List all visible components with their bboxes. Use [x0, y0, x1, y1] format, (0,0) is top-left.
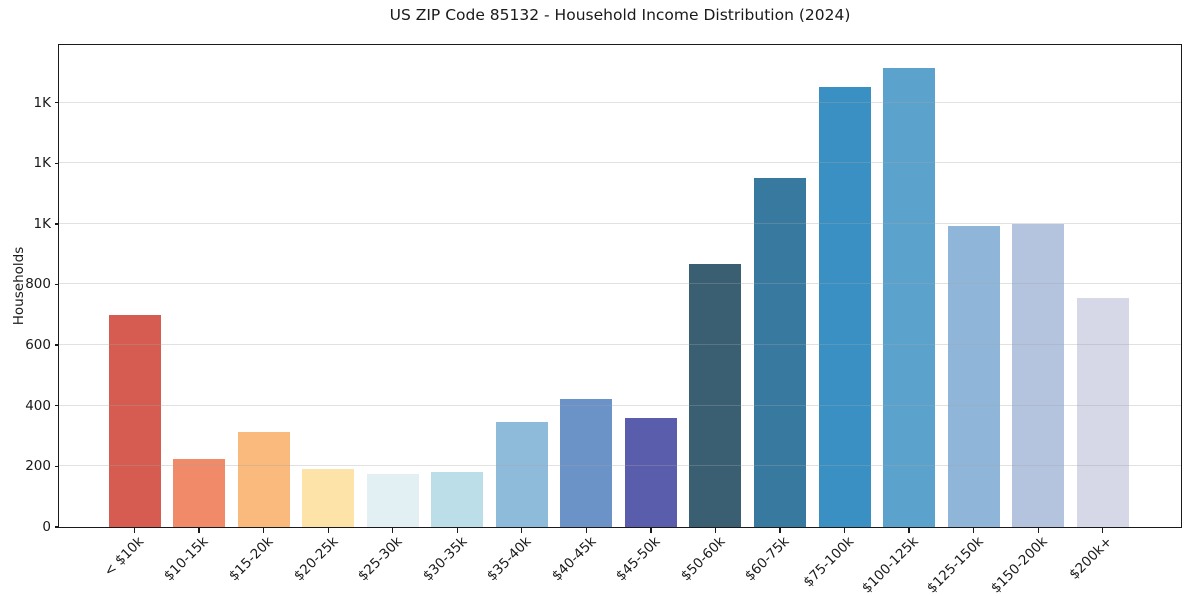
- gridline-y-400: [59, 404, 1181, 406]
- x-tick-mark: [973, 528, 975, 533]
- gridline-y-1000: [59, 222, 1181, 224]
- x-tick-label: $35-40k: [484, 533, 535, 585]
- x-tick-label: $100-125k: [859, 533, 923, 596]
- x-tick-label: $40-45k: [548, 533, 600, 585]
- x-tick-label: $150-200k: [988, 533, 1052, 596]
- y-tick-mark: [54, 162, 59, 164]
- x-tick-label: $200k+: [1066, 533, 1116, 583]
- x-tick-mark: [521, 528, 523, 533]
- gridline-y-600: [59, 344, 1181, 346]
- gridline-y-1400: [59, 101, 1181, 103]
- bar-$10-15k: [173, 459, 226, 527]
- bar-$75-100k: [818, 87, 871, 527]
- x-tick-mark: [262, 528, 265, 533]
- bar-$50-60k: [689, 264, 742, 527]
- x-tick-mark: [650, 528, 652, 533]
- x-tick-mark: [456, 528, 458, 533]
- x-tick-label: $60-75k: [742, 533, 793, 585]
- y-tick-mark: [54, 283, 59, 286]
- y-tick-label: 200: [25, 458, 51, 475]
- x-tick-mark: [585, 528, 587, 533]
- y-tick-mark: [54, 101, 59, 104]
- bar-$35-40k: [495, 421, 548, 527]
- x-tick-mark: [1037, 528, 1039, 533]
- y-tick-mark: [54, 526, 59, 528]
- x-tick-label: < $10k: [101, 533, 148, 580]
- x-tick-label: $50-60k: [677, 533, 729, 585]
- y-tick-mark: [54, 223, 59, 225]
- bar-$30-35k: [431, 471, 484, 527]
- x-tick-mark: [133, 528, 136, 533]
- y-tick-mark: [54, 344, 59, 346]
- x-tick-label: $30-35k: [419, 533, 471, 585]
- x-tick-mark: [843, 528, 846, 533]
- bar-$100-125k: [883, 68, 936, 527]
- bar-$200k+: [1076, 297, 1129, 527]
- gridline-y-1200: [59, 162, 1181, 164]
- x-tick-label: $25-30k: [354, 533, 406, 585]
- gridline-y-800: [59, 283, 1181, 285]
- y-tick-label: 1K: [33, 94, 51, 111]
- plot-area: [59, 45, 1181, 527]
- x-tick-label: $20-25k: [290, 533, 342, 585]
- bar-$60-75k: [754, 178, 806, 527]
- x-tick-label: $45-50k: [613, 533, 664, 585]
- plot-border: [57, 43, 1182, 528]
- x-tick-label: $125-150k: [923, 533, 987, 596]
- x-tick-label: $15-20k: [225, 533, 277, 585]
- y-tick-label: 1K: [33, 215, 51, 232]
- x-tick-label: $10-15k: [161, 533, 212, 585]
- bar-< $10k: [108, 314, 161, 527]
- bar-$45-50k: [624, 417, 677, 527]
- bar-$25-30k: [366, 473, 419, 527]
- x-tick-mark: [779, 528, 781, 533]
- x-tick-mark: [1102, 528, 1104, 533]
- bar-$125-150k: [947, 226, 1000, 527]
- y-tick-label: 800: [25, 276, 51, 293]
- bar-$40-45k: [560, 398, 613, 527]
- x-tick-mark: [198, 528, 200, 533]
- bar-$20-25k: [302, 469, 355, 527]
- y-tick-label: 0: [42, 519, 51, 535]
- y-tick-mark: [54, 405, 59, 407]
- bar-$150-200k: [1012, 223, 1065, 527]
- x-tick-mark: [392, 528, 394, 533]
- x-tick-mark: [908, 528, 910, 533]
- y-tick-label: 600: [25, 337, 51, 354]
- y-tick-mark: [54, 465, 59, 468]
- y-tick-label: 1K: [33, 155, 51, 172]
- y-tick-label: 400: [25, 397, 51, 414]
- x-tick-mark: [327, 528, 329, 533]
- gridline-y-200: [59, 465, 1181, 467]
- x-tick-label: $75-100k: [800, 533, 858, 591]
- bar-$15-20k: [237, 431, 290, 527]
- chart-title: US ZIP Code 85132 - Household Income Dis…: [389, 6, 851, 24]
- x-tick-mark: [714, 528, 717, 533]
